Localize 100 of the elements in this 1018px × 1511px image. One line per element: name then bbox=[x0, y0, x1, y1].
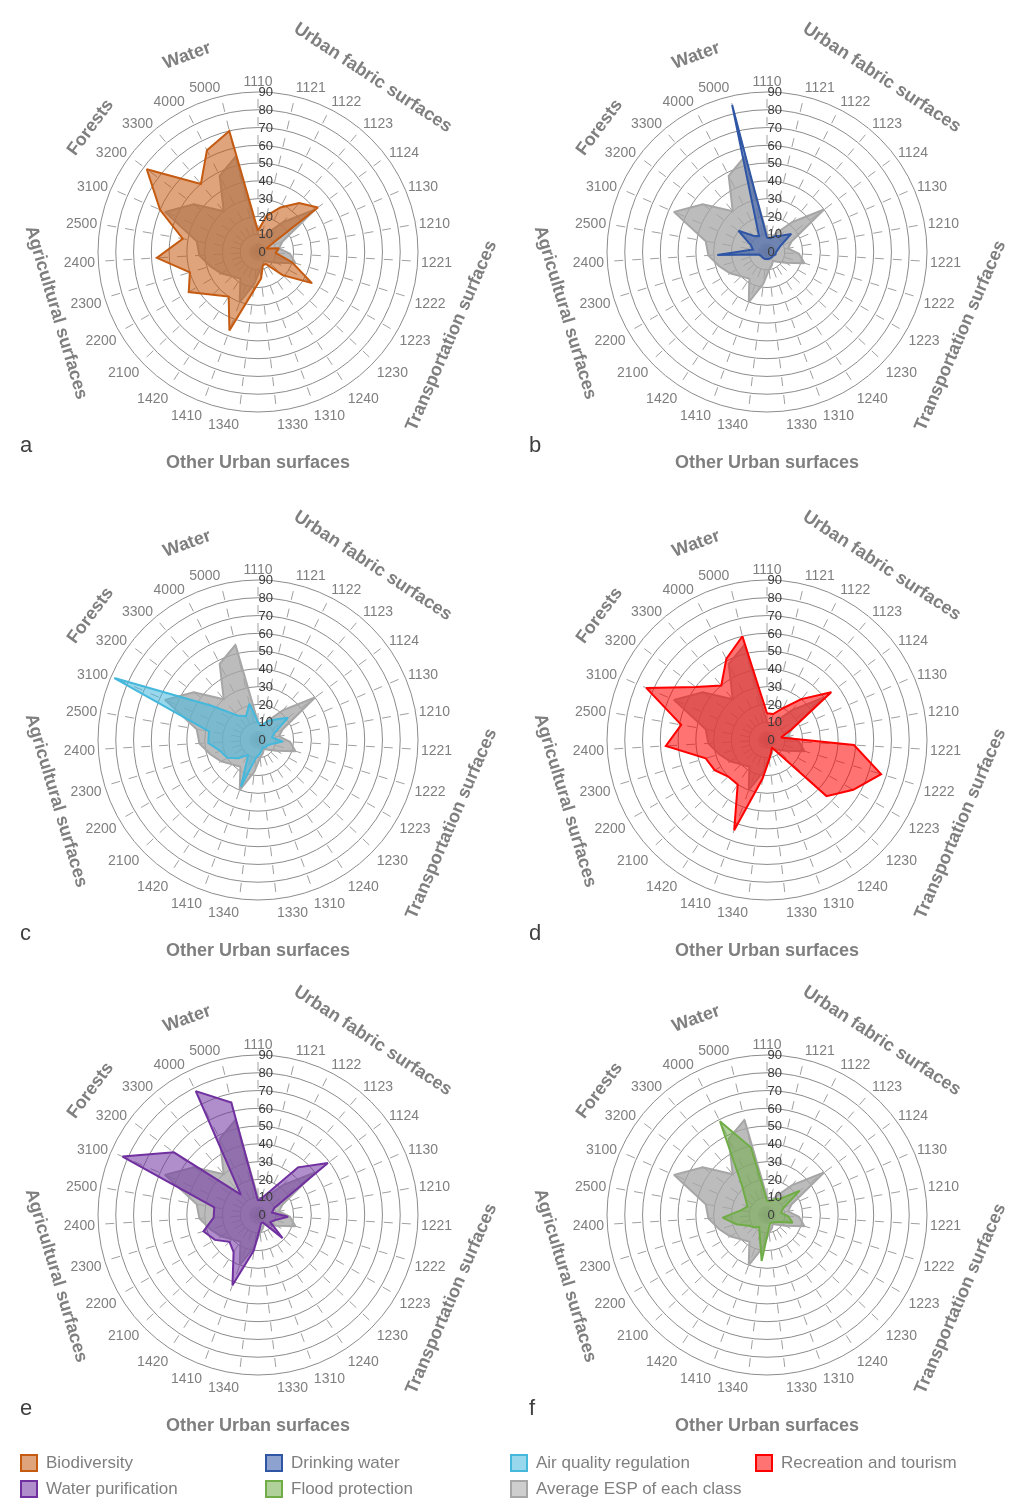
spoke-label: 1310 bbox=[822, 407, 855, 424]
spoke-label: 2300 bbox=[70, 1257, 102, 1274]
y-tick-label: 70 bbox=[258, 607, 273, 623]
y-tick-label: 0 bbox=[767, 1207, 775, 1223]
y-tick-label: 0 bbox=[258, 244, 266, 260]
spoke-label: 1210 bbox=[927, 214, 960, 231]
spoke-label: 5000 bbox=[189, 1041, 221, 1058]
spoke-label: 1240 bbox=[347, 877, 380, 894]
spoke-label: 1221 bbox=[421, 1217, 453, 1234]
spoke-label: 2200 bbox=[594, 1294, 626, 1311]
y-tick-label: 50 bbox=[767, 643, 782, 659]
spoke-label: 3100 bbox=[76, 1140, 109, 1157]
spoke-label: 1310 bbox=[822, 895, 855, 912]
spoke-label: 4000 bbox=[153, 580, 185, 597]
spoke-label: 2300 bbox=[70, 294, 102, 311]
spoke-label: 1410 bbox=[170, 1370, 203, 1387]
text: Water bbox=[669, 999, 723, 1036]
spoke-label: 1130 bbox=[916, 177, 948, 194]
spoke-label: 1330 bbox=[276, 1378, 309, 1395]
spoke-label: 1420 bbox=[646, 877, 678, 894]
y-tick-label: 0 bbox=[767, 732, 775, 748]
spoke-label: 1210 bbox=[418, 702, 451, 719]
y-tick-label: 80 bbox=[767, 590, 782, 606]
spoke-label: 1240 bbox=[856, 877, 889, 894]
spoke-label: 1420 bbox=[646, 1352, 678, 1369]
spoke-label: 1330 bbox=[785, 415, 818, 432]
spoke-label: 1221 bbox=[421, 742, 453, 759]
y-tick-label: 0 bbox=[258, 1207, 266, 1223]
y-tick-label: 80 bbox=[767, 102, 782, 118]
spoke-label: 2500 bbox=[575, 1177, 607, 1194]
spoke-label: 1110 bbox=[752, 1035, 782, 1052]
text: Other Urban surfaces bbox=[166, 940, 351, 960]
spoke-label: 1130 bbox=[407, 177, 439, 194]
spoke-label: 1124 bbox=[897, 1106, 929, 1123]
spoke-label: 1420 bbox=[137, 877, 169, 894]
spoke-label: 1340 bbox=[716, 903, 749, 920]
y-tick-label: 10 bbox=[258, 1189, 273, 1205]
legend-label: Water purification bbox=[46, 1479, 178, 1499]
spoke-label: 1110 bbox=[243, 560, 273, 577]
y-tick-label: 70 bbox=[767, 607, 782, 623]
text: Water bbox=[160, 36, 214, 73]
spoke-label: 1122 bbox=[331, 92, 362, 109]
y-tick-label: 30 bbox=[258, 1153, 273, 1169]
spoke-label: 1330 bbox=[276, 903, 309, 920]
spoke-label: 1122 bbox=[331, 1055, 362, 1072]
spoke-label: 1222 bbox=[923, 1257, 955, 1274]
y-tick-label: 30 bbox=[258, 678, 273, 694]
spoke-label: 1310 bbox=[822, 1370, 855, 1387]
y-tick-label: 20 bbox=[767, 208, 782, 224]
y-tick-label: 60 bbox=[767, 137, 782, 153]
spoke-label: 1410 bbox=[170, 895, 203, 912]
y-tick-label: 20 bbox=[258, 696, 273, 712]
y-tick-label: 10 bbox=[258, 226, 273, 242]
spoke-label: 3300 bbox=[121, 1077, 154, 1094]
spoke-label: 2300 bbox=[70, 782, 102, 799]
spoke-label: 1420 bbox=[646, 389, 678, 406]
text: f bbox=[529, 1395, 536, 1420]
spoke-label: 2300 bbox=[579, 1257, 611, 1274]
y-tick-label: 40 bbox=[258, 173, 273, 189]
text: a bbox=[20, 432, 33, 457]
y-tick-label: 40 bbox=[258, 661, 273, 677]
text: b bbox=[529, 432, 542, 457]
spoke-label: 1310 bbox=[313, 1370, 346, 1387]
spoke-label: 1420 bbox=[137, 1352, 169, 1369]
y-tick-label: 0 bbox=[258, 732, 266, 748]
y-tick-label: 80 bbox=[767, 1065, 782, 1081]
spoke-label: 1210 bbox=[927, 1177, 960, 1194]
spoke-label: 2500 bbox=[66, 702, 98, 719]
spoke-label: 1222 bbox=[414, 1257, 446, 1274]
spoke-label: 1410 bbox=[679, 895, 712, 912]
spoke-label: 1124 bbox=[388, 1106, 420, 1123]
spoke-label: 1310 bbox=[313, 407, 346, 424]
spoke-label: 2100 bbox=[617, 364, 649, 381]
spoke-label: 1240 bbox=[856, 1352, 889, 1369]
spoke-label: 5000 bbox=[698, 1041, 730, 1058]
spoke-label: 1240 bbox=[347, 1352, 380, 1369]
spoke-label: 1122 bbox=[840, 92, 871, 109]
spoke-label: 2100 bbox=[108, 1327, 140, 1344]
spoke-label: 2200 bbox=[85, 1294, 117, 1311]
spoke-label: 1222 bbox=[414, 782, 446, 799]
text: e bbox=[20, 1395, 33, 1420]
spoke-label: 1221 bbox=[421, 254, 453, 271]
spoke-label: 3100 bbox=[76, 177, 109, 194]
y-tick-label: 40 bbox=[258, 1136, 273, 1152]
spoke-label: 1121 bbox=[295, 78, 326, 95]
y-tick-label: 60 bbox=[258, 137, 273, 153]
spoke-label: 3100 bbox=[76, 665, 109, 682]
spoke-label: 1340 bbox=[207, 415, 240, 432]
text: c bbox=[20, 920, 31, 945]
spoke-label: 4000 bbox=[662, 580, 694, 597]
spoke-label: 4000 bbox=[153, 1055, 185, 1072]
spoke-label: 1110 bbox=[752, 560, 782, 577]
y-tick-label: 80 bbox=[258, 1065, 273, 1081]
spoke-label: 1330 bbox=[785, 1378, 818, 1395]
spoke-label: 1330 bbox=[276, 415, 309, 432]
spoke-label: 1110 bbox=[243, 1035, 273, 1052]
y-tick-label: 60 bbox=[767, 625, 782, 641]
legend-label: Average ESP of each class bbox=[536, 1479, 742, 1499]
spoke-label: 1121 bbox=[804, 566, 835, 583]
y-tick-label: 30 bbox=[767, 678, 782, 694]
